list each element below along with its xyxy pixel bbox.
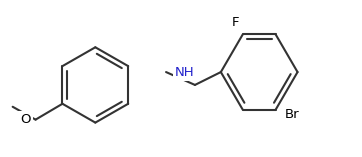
Text: F: F [232, 16, 240, 29]
Text: Br: Br [285, 108, 299, 121]
Text: O: O [20, 113, 31, 126]
Text: NH: NH [175, 66, 195, 78]
